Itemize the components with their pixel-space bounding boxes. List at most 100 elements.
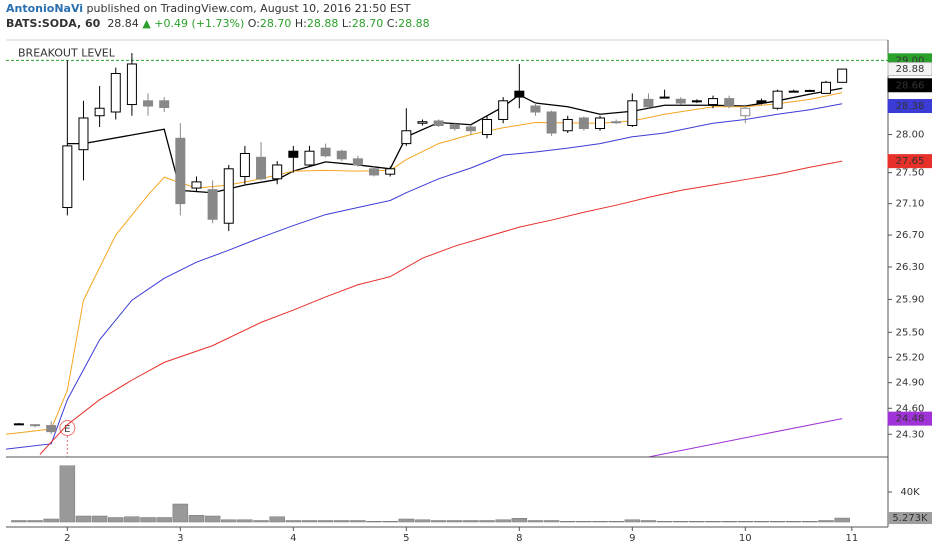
- price-tag-label: 29.00: [896, 55, 925, 66]
- candle-body: [13, 423, 24, 426]
- volume-bar: [156, 517, 172, 523]
- volume-bar: [592, 521, 608, 523]
- c: 28.88: [398, 17, 430, 30]
- volume-bar: [91, 515, 108, 523]
- price-tag-label: 24.48: [896, 414, 925, 425]
- volume-bar: [27, 520, 43, 523]
- volume-bar: [75, 515, 92, 523]
- volume-bar: [317, 520, 334, 523]
- volume-bar: [43, 518, 59, 523]
- volume-bar: [834, 517, 850, 523]
- candle-body: [272, 164, 283, 180]
- header-line-1: AntonioNaVi published on TradingView.com…: [6, 1, 430, 16]
- volume-tag: [888, 512, 932, 525]
- volume-bar: [188, 515, 205, 523]
- volume-bar: [576, 521, 592, 523]
- y-tick-label: 24.30: [896, 429, 925, 440]
- o: 28.70: [259, 17, 292, 30]
- candle-body: [756, 100, 767, 104]
- price-tag: [887, 411, 932, 426]
- candle-body: [94, 107, 105, 117]
- y-tick-label: 27.50: [896, 168, 925, 179]
- candle-body: [465, 126, 476, 132]
- candle-body: [288, 150, 299, 158]
- candle-body: [352, 158, 363, 166]
- candle-body: [740, 107, 751, 117]
- candle-body: [611, 121, 622, 124]
- volume-bar: [672, 521, 689, 523]
- candle-body: [159, 100, 170, 109]
- x-tick-label: 2: [64, 533, 70, 544]
- volume-bar: [495, 519, 511, 523]
- y-tick-label: 24.90: [896, 378, 925, 389]
- candle-body: [369, 168, 380, 176]
- h: 28.88: [306, 17, 339, 30]
- candle-body: [449, 124, 460, 129]
- volume-bar: [172, 503, 189, 523]
- moving-average: [6, 103, 843, 450]
- x-tick-label: 4: [290, 533, 296, 544]
- price-tag: [887, 62, 932, 77]
- x-tick-label: 9: [629, 533, 635, 544]
- volume-pane: [11, 465, 850, 523]
- volume-bar: [446, 520, 463, 523]
- volume-bar: [689, 521, 705, 523]
- candle-body: [78, 117, 89, 151]
- volume-bar: [285, 520, 302, 523]
- candle-body: [239, 152, 250, 177]
- volume-bar: [253, 520, 269, 523]
- volume-bar: [221, 519, 237, 523]
- price-tag-label: 27.65: [896, 156, 925, 167]
- y-tick-label: 25.90: [896, 294, 925, 305]
- author[interactable]: AntonioNaVi: [6, 2, 84, 15]
- volume-bar: [511, 518, 528, 523]
- volume-bar: [737, 521, 754, 523]
- candle-body: [514, 90, 525, 98]
- price-pane: BREAKOUT LEVEL E: [6, 46, 888, 457]
- candle-body: [256, 156, 267, 180]
- volume-bar: [624, 519, 641, 523]
- h-label: H:: [294, 17, 307, 30]
- volume-bar: [140, 517, 156, 523]
- candle-body: [110, 72, 121, 113]
- o-label: O:: [247, 17, 260, 30]
- candle-body: [336, 150, 347, 160]
- candle-body: [772, 90, 783, 109]
- candle-body: [62, 145, 73, 209]
- volume-bar: [802, 521, 818, 523]
- candle-body: [498, 100, 509, 120]
- volume-bar: [124, 516, 140, 523]
- candle-body: [223, 168, 234, 224]
- x-tick-label: 11: [845, 533, 858, 544]
- moving-average: [39, 160, 843, 455]
- l: 28.70: [351, 17, 384, 30]
- candle-body: [30, 424, 41, 427]
- y-tick-label: 25.20: [896, 352, 925, 363]
- candle-body: [175, 137, 186, 205]
- y-tick-label: 28.00: [896, 130, 925, 141]
- volume-bar: [301, 520, 318, 523]
- candle-body: [433, 120, 444, 126]
- y-tick-label: 25.50: [896, 327, 925, 338]
- moving-average: [6, 92, 843, 435]
- x-tick-label: 5: [403, 533, 409, 544]
- volume-bar: [656, 521, 673, 523]
- volume-bar: [382, 521, 398, 523]
- candle-body: [675, 98, 686, 104]
- candle-body: [659, 96, 670, 99]
- volume-bar: [398, 518, 415, 523]
- candle-body: [304, 150, 315, 166]
- volume-bar: [479, 520, 495, 523]
- volume-bar: [350, 520, 366, 523]
- candle-body: [804, 89, 815, 92]
- volume-bar: [559, 521, 576, 523]
- volume-tag-label: 5.273K: [892, 513, 928, 524]
- arrow: ▲: [142, 17, 151, 30]
- candle-body: [46, 425, 57, 433]
- volume-bar: [818, 520, 834, 523]
- event-marker: [59, 420, 76, 436]
- price-tag-label: 28.88: [896, 64, 925, 75]
- volume-bar: [414, 519, 431, 523]
- published: published on TradingView.com, August 10,…: [86, 2, 411, 15]
